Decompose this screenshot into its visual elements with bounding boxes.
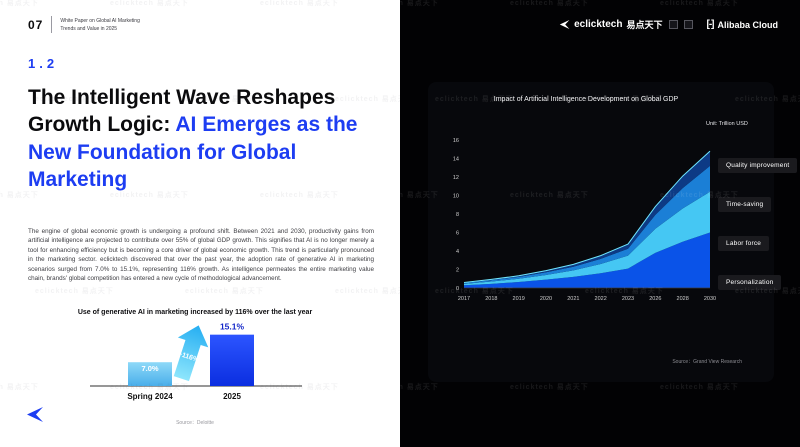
- eclicktech-logo: eclicktech 易点天下: [558, 18, 693, 31]
- watermark: eclicktech 易点天下: [510, 0, 589, 7]
- header-title: White Paper on Global AI Marketing Trend…: [60, 17, 140, 33]
- svg-text:14: 14: [453, 157, 459, 163]
- eclicktech-badge-2: [683, 20, 693, 29]
- bar-chart-source: Source：Deloitte: [176, 420, 214, 426]
- svg-text:0: 0: [456, 286, 459, 292]
- eclicktech-header-icon: [559, 20, 570, 29]
- svg-text:4: 4: [456, 249, 459, 255]
- legend-item: Personalization: [718, 275, 782, 290]
- svg-text:2020: 2020: [540, 296, 552, 302]
- brand-header: eclicktech 易点天下 [-] Alibaba Cloud: [558, 18, 778, 31]
- legend-item: Time-saving: [718, 197, 772, 212]
- watermark: eclicktech 易点天下: [660, 0, 739, 7]
- page-header: 07 White Paper on Global AI Marketing Tr…: [28, 16, 140, 33]
- watermark: eclicktech 易点天下: [260, 0, 339, 7]
- title-blue-part: AI Emerges as the New Foundation for Glo…: [28, 113, 358, 191]
- svg-text:6: 6: [456, 231, 459, 237]
- svg-text:2021: 2021: [567, 296, 579, 302]
- legend-item: Labor force: [718, 236, 770, 251]
- page-number: 07: [28, 17, 44, 32]
- page-title: The Intelligent Wave Reshapes Growth Log…: [28, 84, 382, 193]
- watermark: eclicktech 易点天下: [400, 0, 439, 7]
- chart-panel: [428, 82, 774, 382]
- section-number: 1.2: [28, 56, 59, 71]
- svg-text:2017: 2017: [458, 296, 470, 302]
- area-chart-unit-label: Unit: Trillion USD: [706, 121, 748, 127]
- svg-text:15.1%: 15.1%: [220, 322, 245, 332]
- alibaba-cloud-name: Alibaba Cloud: [717, 19, 779, 30]
- watermark: eclicktech 易点天下: [400, 384, 439, 391]
- svg-text:12: 12: [453, 175, 459, 181]
- body-paragraph: The engine of global economic growth is …: [28, 228, 374, 283]
- header-divider: [51, 16, 53, 33]
- svg-text:2030: 2030: [704, 296, 716, 302]
- header-title-line2: Trends and Value in 2025: [60, 25, 118, 32]
- eclicktech-name: eclicktech: [574, 19, 623, 30]
- eclicktech-badge: [668, 20, 678, 29]
- eclicktech-logo-mark: [24, 406, 44, 428]
- alibaba-cloud-logo: [-] Alibaba Cloud: [707, 19, 779, 30]
- watermark: eclicktech 易点天下: [35, 288, 114, 295]
- bar-chart-title: Use of generative AI in marketing increa…: [77, 309, 313, 316]
- watermark: eclicktech 易点天下: [110, 0, 189, 7]
- gdp-area-chart: 0 2 4 6 8 10 12 14 16 2017 2018 2019 2020 2021 2022 202…: [453, 138, 716, 302]
- generative-ai-bar-chart: Spring 2024 2025+116%7.0%15.1%: [90, 322, 302, 401]
- svg-text:2028: 2028: [677, 296, 689, 302]
- eclicktech-name-cn: 易点天下: [626, 20, 663, 30]
- right-page: eclicktech 易点天下 [-] Alibaba Cloud Impact…: [400, 0, 800, 447]
- watermark: eclicktech 易点天下: [185, 288, 264, 295]
- svg-text:8: 8: [456, 212, 459, 218]
- eclicktech-logo-icon: [27, 407, 43, 422]
- svg-text:2022: 2022: [595, 296, 607, 302]
- svg-text:10: 10: [453, 194, 459, 200]
- area-chart-title: Impact of Artificial Intelligence Develo…: [493, 96, 679, 103]
- svg-text:2019: 2019: [513, 296, 525, 302]
- title-black-part: The Intelligent Wave Reshapes Growth Log…: [28, 86, 336, 137]
- watermark: eclicktech 易点天下: [0, 0, 39, 7]
- watermark: eclicktech 易点天下: [510, 384, 589, 391]
- area-chart-legend: Quality improvement Time-saving Labor forc…: [718, 158, 798, 290]
- legend-item: Quality improvement: [718, 158, 798, 173]
- svg-text:Spring 2024: Spring 2024: [127, 392, 173, 401]
- watermark: eclicktech 易点天下: [335, 288, 400, 295]
- left-page: 07 White Paper on Global AI Marketing Tr…: [0, 0, 400, 428]
- svg-text:16: 16: [453, 138, 459, 144]
- svg-text:2023: 2023: [622, 296, 634, 302]
- alibaba-cloud-icon: [-]: [706, 19, 715, 30]
- svg-text:2018: 2018: [485, 296, 497, 302]
- area-chart-source: Source：Grand View Research: [672, 359, 742, 365]
- svg-text:7.0%: 7.0%: [141, 364, 158, 373]
- watermark: eclicktech 易点天下: [0, 384, 39, 391]
- header-title-line1: White Paper on Global AI Marketing: [60, 17, 140, 24]
- svg-text:2025: 2025: [223, 392, 241, 401]
- svg-text:2026: 2026: [649, 296, 661, 302]
- watermark: eclicktech 易点天下: [660, 384, 739, 391]
- svg-text:2: 2: [456, 268, 459, 274]
